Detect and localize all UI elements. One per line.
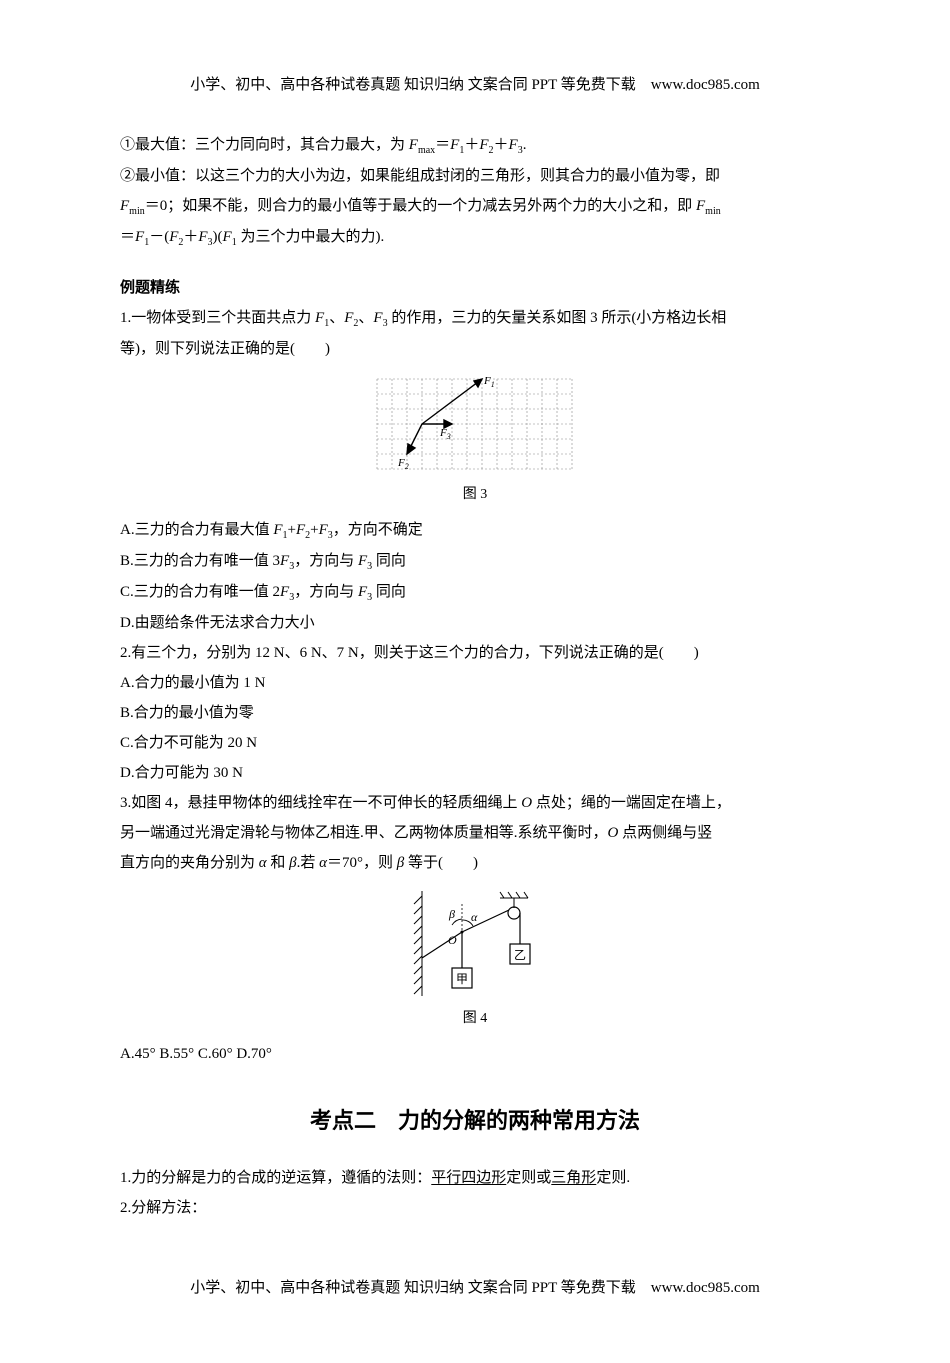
svg-text:β: β	[448, 907, 455, 921]
q1-option-b: B.三力的合力有唯一值 3F3，方向与 F3 同向	[120, 546, 830, 577]
q2-option-a: A.合力的最小值为 1 N	[120, 668, 830, 698]
figure-3-caption: 图 3	[120, 481, 830, 509]
q3-line2: 另一端通过光滑定滑轮与物体乙相连.甲、乙两物体质量相等.系统平衡时，O 点两侧绳…	[120, 818, 830, 848]
svg-text:F1: F1	[483, 375, 495, 389]
q1-option-c: C.三力的合力有唯一值 2F3，方向与 F3 同向	[120, 577, 830, 608]
max-value-line: ①最大值：三个力同向时，其合力最大，为 Fmax＝F1＋F2＋F3.	[120, 130, 830, 161]
section-title-examples: 例题精练	[120, 273, 830, 303]
figure-3: F1 F3 F2	[120, 372, 830, 477]
keypoint-2-title: 考点二 力的分解的两种常用方法	[120, 1099, 830, 1143]
page-footer: 小学、初中、高中各种试卷真题 知识归纳 文案合同 PPT 等免费下载 www.d…	[120, 1273, 830, 1303]
kp2-p1-c: 定则或	[506, 1170, 551, 1186]
svg-text:乙: 乙	[514, 948, 526, 962]
kp2-p1-e: 定则.	[596, 1170, 630, 1186]
q2-option-d: D.合力可能为 30 N	[120, 758, 830, 788]
page-header: 小学、初中、高中各种试卷真题 知识归纳 文案合同 PPT 等免费下载 www.d…	[120, 70, 830, 100]
kp2-p1-d: 三角形	[551, 1170, 596, 1186]
q2-stem: 2.有三个力，分别为 12 N、6 N、7 N，则关于这三个力的合力，下列说法正…	[120, 638, 830, 668]
q3-options: A.45° B.55° C.60° D.70°	[120, 1039, 830, 1069]
min-value-line-1: ②最小值：以这三个力的大小为边，如果能组成封闭的三角形，则其合力的最小值为零，即	[120, 161, 830, 191]
min-value-line-2: Fmin＝0；如果不能，则合力的最小值等于最大的一个力减去另外两个力的大小之和，…	[120, 191, 830, 222]
q3-line3: 直方向的夹角分别为 α 和 β.若 α＝70°，则 β 等于( )	[120, 848, 830, 878]
q2-option-c: C.合力不可能为 20 N	[120, 728, 830, 758]
kp2-p1-a: 1.力的分解是力的合成的逆运算，遵循的法则：	[120, 1170, 431, 1186]
svg-text:α: α	[471, 910, 478, 924]
kp2-p2: 2.分解方法：	[120, 1193, 830, 1223]
kp2-p1-b: 平行四边形	[431, 1170, 506, 1186]
svg-text:甲: 甲	[456, 972, 468, 986]
figure-4-caption: 图 4	[120, 1005, 830, 1033]
svg-text:O: O	[448, 933, 457, 947]
q1-line2: 等)，则下列说法正确的是( )	[120, 334, 830, 364]
q1-option-d: D.由题给条件无法求合力大小	[120, 608, 830, 638]
svg-text:F3: F3	[439, 427, 451, 441]
q2-option-b: B.合力的最小值为零	[120, 698, 830, 728]
min-value-line-3: ＝F1－(F2＋F3)(F1 为三个力中最大的力).	[120, 222, 830, 253]
q1-line1: 1.一物体受到三个共面共点力 F1、F2、F3 的作用，三力的矢量关系如图 3 …	[120, 303, 830, 334]
q3-line1: 3.如图 4，悬挂甲物体的细线拴牢在一不可伸长的轻质细绳上 O 点处；绳的一端固…	[120, 788, 830, 818]
kp2-p1: 1.力的分解是力的合成的逆运算，遵循的法则：平行四边形定则或三角形定则.	[120, 1163, 830, 1193]
figure-4: O α β 甲 乙	[120, 886, 830, 1001]
q1-option-a: A.三力的合力有最大值 F1+F2+F3，方向不确定	[120, 515, 830, 546]
